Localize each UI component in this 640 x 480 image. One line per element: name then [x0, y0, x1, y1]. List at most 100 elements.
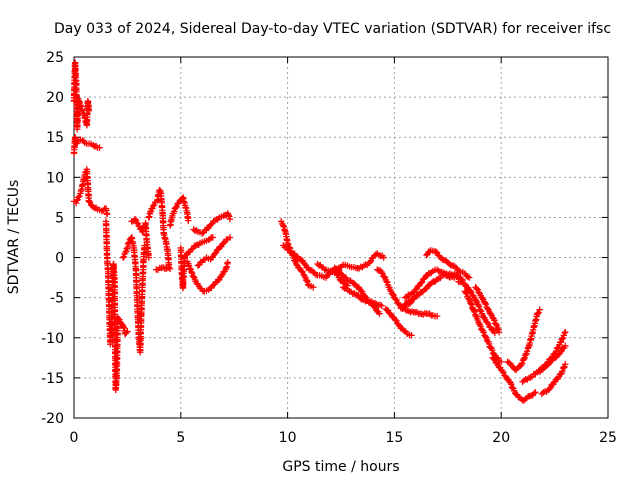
data-point-trace [520, 355, 528, 363]
chart-title: Day 033 of 2024, Sidereal Day-to-day VTE… [54, 21, 611, 37]
data-point [310, 284, 317, 291]
data-point-trace [518, 359, 526, 367]
data-point [562, 361, 569, 368]
data-point-trace [535, 309, 542, 316]
data-point-trace [173, 203, 180, 210]
y-tick-label: -5 [50, 291, 64, 307]
data-point [96, 144, 103, 151]
x-tick-label: 25 [599, 430, 617, 446]
data-point-trace [508, 383, 516, 391]
data-point-trace [477, 322, 484, 330]
data-points [70, 59, 569, 404]
data-point-trace [482, 333, 489, 340]
data-point [350, 280, 358, 287]
y-tick-label: -20 [41, 411, 64, 427]
data-point-trace [463, 290, 470, 297]
y-tick-label: -10 [41, 331, 64, 347]
y-axis-label: SDTVAR / TECUs [6, 180, 22, 295]
data-point-trace [432, 248, 440, 256]
data-point-trace [372, 251, 380, 258]
data-point [90, 142, 97, 149]
data-point-trace [303, 277, 311, 284]
data-point [149, 203, 157, 210]
y-tick-label: 0 [55, 251, 64, 267]
data-point-trace [304, 278, 311, 285]
data-point [192, 242, 199, 249]
data-point [226, 215, 234, 223]
data-point [209, 282, 217, 289]
data-point [423, 251, 430, 259]
data-point [196, 284, 204, 292]
data-point [220, 212, 227, 220]
data-point [395, 300, 402, 308]
y-tick-label: 15 [46, 130, 64, 146]
data-point-trace [559, 367, 566, 375]
data-point [562, 342, 569, 349]
data-point-trace [500, 369, 507, 376]
data-point [314, 260, 321, 268]
data-point-trace [123, 329, 130, 336]
y-tick-label: 5 [55, 210, 64, 226]
data-point-trace [511, 366, 518, 373]
data-point-trace [392, 316, 399, 324]
x-axis-label: GPS time / hours [282, 459, 399, 475]
data-point [211, 250, 219, 257]
data-point-trace [468, 288, 475, 296]
data-point-trace [546, 386, 553, 393]
data-point [408, 332, 415, 339]
data-point-trace [435, 267, 442, 275]
y-tick-label: 10 [46, 170, 64, 186]
data-point [226, 234, 234, 241]
data-point [75, 194, 82, 201]
y-tick-label: 20 [46, 90, 64, 106]
data-point [166, 265, 174, 272]
data-point [207, 221, 214, 228]
data-point [145, 254, 152, 261]
y-tick-label: -15 [41, 371, 64, 387]
data-point [131, 215, 139, 223]
data-point [90, 203, 97, 211]
data-point-trace [499, 367, 506, 375]
data-point-trace [225, 211, 232, 219]
data-point-trace [462, 289, 469, 296]
data-point-trace [485, 340, 493, 348]
data-point [337, 270, 345, 277]
data-point [534, 310, 541, 317]
data-point [172, 204, 179, 212]
data-point-trace [451, 263, 459, 270]
data-point-trace [393, 296, 400, 304]
data-point-trace [392, 295, 399, 303]
data-point-trace [559, 365, 567, 372]
data-point-trace [455, 267, 463, 275]
data-point-trace [491, 317, 498, 324]
data-point [498, 358, 505, 366]
x-tick-label: 0 [70, 430, 79, 446]
data-point-trace [482, 300, 490, 308]
data-point-trace [188, 269, 196, 277]
data-point-trace [366, 259, 374, 266]
x-tick-label: 20 [492, 430, 510, 446]
data-point-trace [132, 216, 140, 224]
axis-ticks: 0 5 10 15 20 25 -20 -15 -10 -5 0 5 10 15 20 25 [41, 50, 617, 446]
data-point-trace [544, 362, 551, 369]
data-point-trace [481, 299, 489, 307]
data-point-trace [530, 390, 538, 397]
data-point [124, 328, 131, 335]
data-point [395, 321, 402, 329]
data-point [85, 107, 93, 114]
data-point [305, 266, 313, 273]
data-point [331, 269, 338, 276]
data-point [103, 211, 111, 218]
data-point [292, 260, 300, 268]
data-point-trace [78, 106, 86, 113]
data-point [190, 226, 197, 233]
data-point [376, 310, 383, 317]
data-point-trace [473, 285, 480, 292]
data-point [211, 217, 219, 224]
data-point [532, 389, 539, 396]
data-point-trace [383, 278, 390, 285]
data-point [188, 268, 195, 276]
data-point-trace [467, 287, 474, 295]
data-point [288, 249, 296, 256]
data-point [209, 234, 217, 241]
